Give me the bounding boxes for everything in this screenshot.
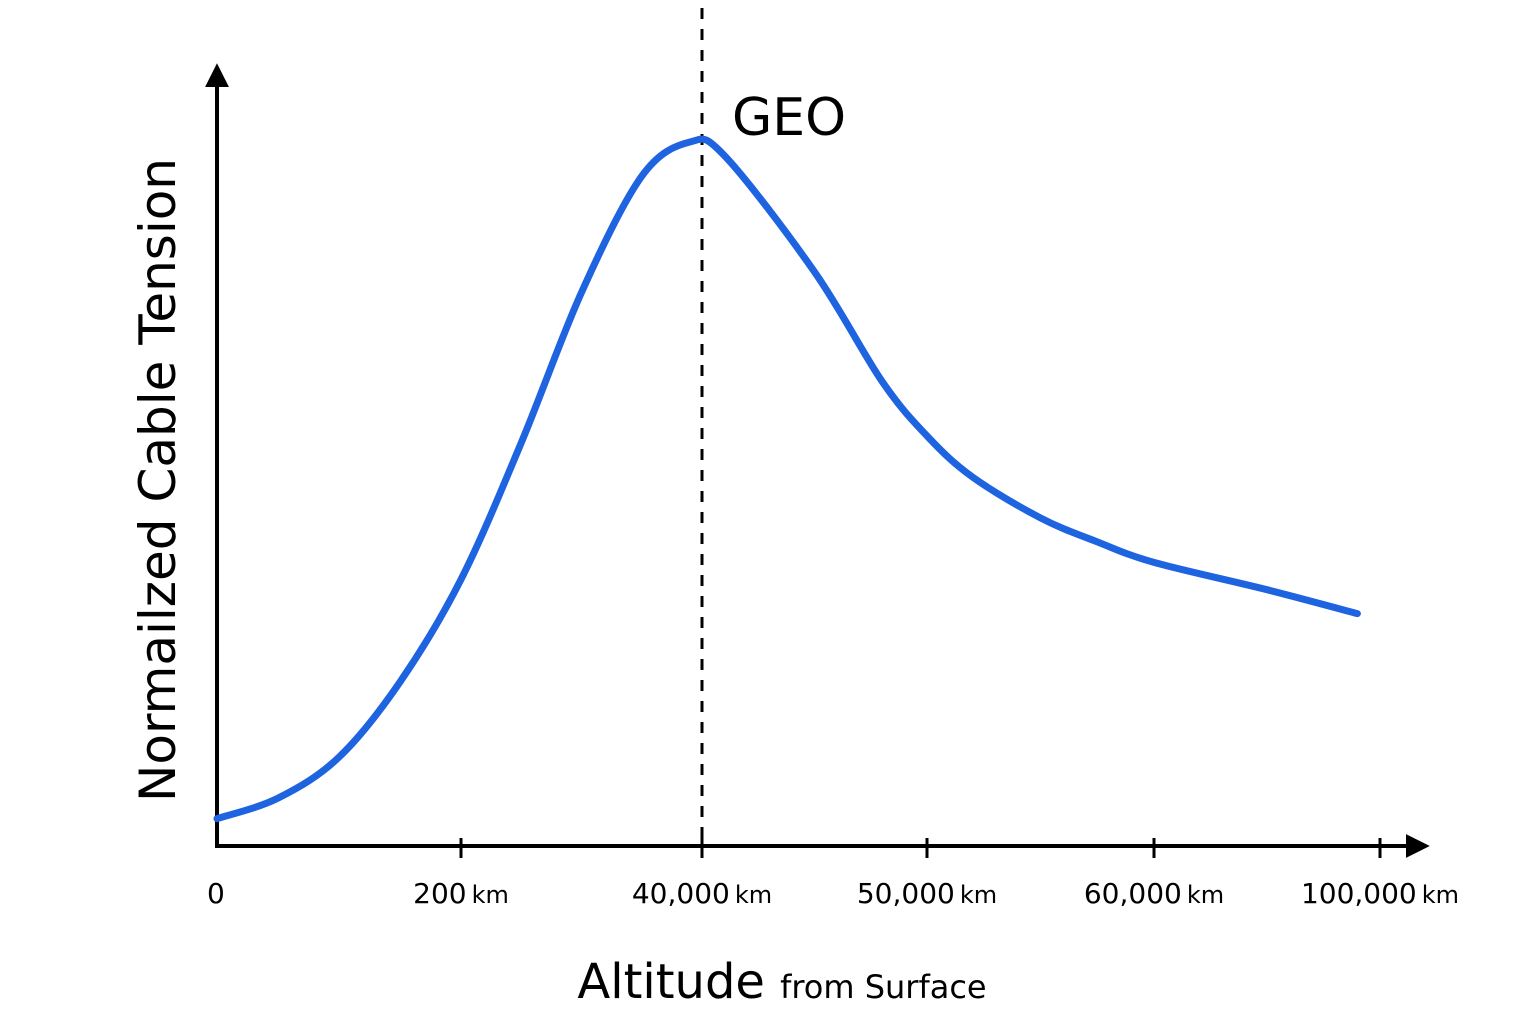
axes xyxy=(205,63,1430,858)
x-axis-title-sub: from Surface xyxy=(780,968,987,1006)
x-tick-label: 200 km xyxy=(413,877,509,910)
tension-curve xyxy=(213,135,1361,823)
x-tick-label: 60,000 km xyxy=(1084,877,1224,910)
x-ticks xyxy=(459,838,1382,858)
x-axis-title: Altitude from Surface xyxy=(577,954,986,1010)
geo-annotation: GEO xyxy=(732,88,846,148)
x-axis-title-main: Altitude xyxy=(577,954,765,1010)
x-tick-label: 0 xyxy=(207,877,225,910)
y-axis-title: Normailzed Cable Tension xyxy=(129,158,187,802)
x-tick-label: 40,000 km xyxy=(632,877,772,910)
x-tick-label: 50,000 km xyxy=(857,877,997,910)
x-tick-label: 100,000 km xyxy=(1301,877,1459,910)
x-tick-labels: 0 200 km 40,000 km 50,000 km 60,000 km 100,000 km xyxy=(207,877,1459,910)
